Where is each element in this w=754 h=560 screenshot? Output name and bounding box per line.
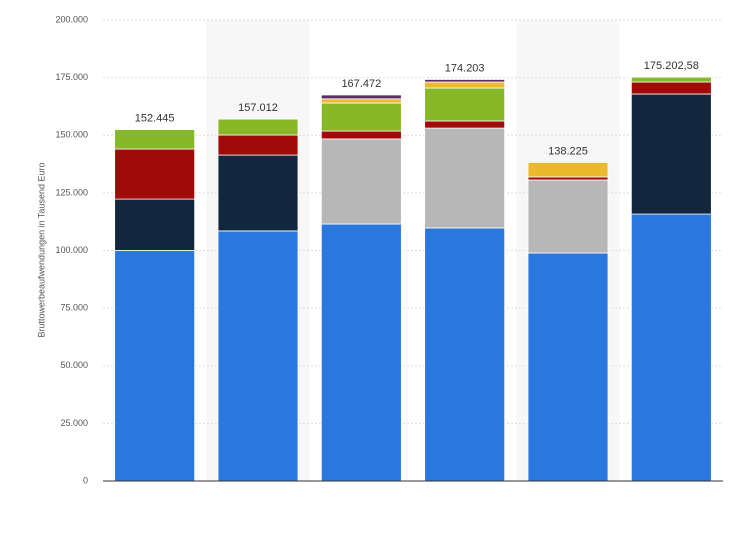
bar-segment (320, 98, 402, 104)
bar-segment (320, 130, 402, 140)
bar-segment (424, 127, 506, 229)
y-tick-label: 200.000 (55, 14, 88, 24)
bar-segment (424, 81, 506, 89)
total-label: 152.445 (135, 113, 175, 125)
bar-segment (320, 223, 402, 482)
y-tick-label: 175.000 (55, 72, 88, 82)
total-label: 175.202,58 (644, 60, 699, 72)
y-tick-label: 50.000 (60, 360, 88, 370)
bar-segment (630, 93, 712, 215)
bar-segment (424, 79, 506, 83)
bar-segment (630, 81, 712, 95)
bar-segment (217, 134, 299, 156)
bar-segment (424, 87, 506, 122)
bar-segment (114, 198, 196, 251)
bar-segment (527, 179, 609, 254)
total-label: 174.203 (445, 62, 485, 74)
bar-segment (424, 120, 506, 129)
y-tick-label: 150.000 (55, 130, 88, 140)
bar-segment (630, 213, 712, 482)
y-tick-label: 75.000 (60, 303, 88, 313)
bar-segment (114, 250, 196, 482)
bar-segment (320, 102, 402, 132)
bar-segment (527, 252, 609, 482)
bar-segment (527, 176, 609, 181)
bar-segment (424, 227, 506, 482)
y-tick-label: 125.000 (55, 187, 88, 197)
total-label: 167.472 (341, 78, 381, 90)
y-axis-title: Bruttowerbeaufwendungen in Tausend Euro (36, 163, 46, 338)
bar-segment (320, 94, 402, 100)
total-label: 138.225 (548, 145, 588, 157)
bar-segment (217, 118, 299, 136)
bar-segment (114, 129, 196, 150)
bar-segment (320, 138, 402, 225)
bar-segment (217, 230, 299, 482)
y-tick-label: 25.000 (60, 418, 88, 428)
total-label: 157.012 (238, 102, 278, 114)
y-tick-label: 100.000 (55, 245, 88, 255)
bar-segment (114, 148, 196, 200)
bar-segment (527, 161, 609, 178)
y-tick-label: 0 (83, 475, 88, 485)
bar-segment (630, 76, 712, 83)
bar-segment (217, 154, 299, 232)
